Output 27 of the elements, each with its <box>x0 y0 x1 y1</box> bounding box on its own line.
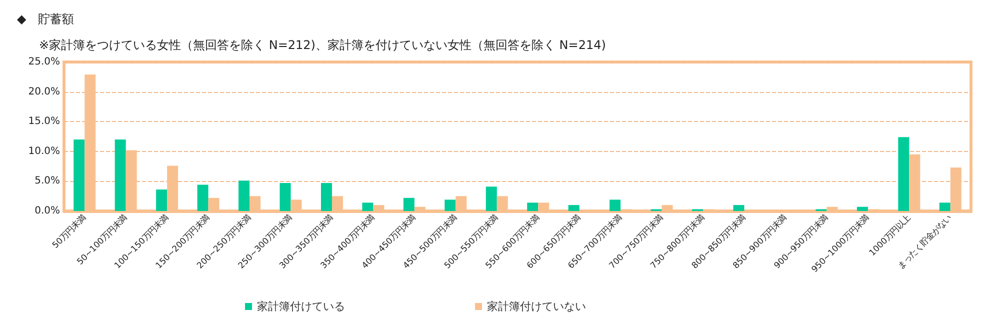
bar <box>733 205 744 211</box>
y-tick-label: 5.0% <box>34 176 60 187</box>
y-tick-label: 25.0% <box>28 56 60 68</box>
y-tick-label: 15.0% <box>28 116 60 128</box>
chart-subtitle: ※家計簿をつけている女性（無回答を除く N=212)、家計簿を付けていない女性（無回答を除く N=214) <box>39 38 606 52</box>
bar <box>238 180 250 211</box>
bar <box>856 206 868 211</box>
bar <box>610 200 621 211</box>
bar <box>568 205 580 211</box>
bar <box>114 139 126 211</box>
bar <box>156 190 168 211</box>
legend-label: 家計簿付けていない <box>487 300 586 313</box>
bar <box>403 198 414 211</box>
chart-title: ◆ 貯蓄額 <box>17 12 74 26</box>
bar <box>280 182 291 211</box>
y-tick-label: 20.0% <box>28 86 60 98</box>
bar <box>939 202 950 211</box>
bar <box>320 182 332 211</box>
bar <box>444 200 456 211</box>
bar <box>197 184 208 211</box>
bar <box>362 202 374 211</box>
bar <box>898 137 910 211</box>
y-tick-label: 10.0% <box>28 146 60 157</box>
legend-label: 家計簿付けている <box>257 300 345 313</box>
bar <box>74 139 85 211</box>
bar <box>486 186 497 211</box>
bar <box>527 202 538 211</box>
